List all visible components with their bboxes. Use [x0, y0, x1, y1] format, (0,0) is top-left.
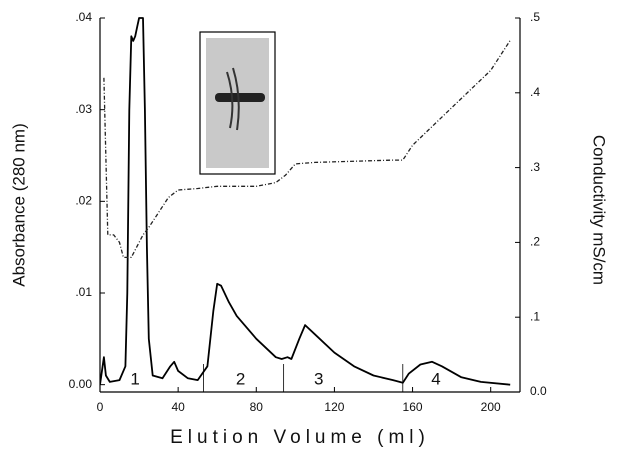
x-tick-label: 120 — [324, 400, 344, 414]
y-tick-label: .01 — [75, 285, 92, 299]
data-line — [103, 40, 511, 259]
y2-tick-label: .3 — [530, 160, 540, 174]
fraction-label: 3 — [314, 369, 323, 388]
y-tick-label: .03 — [75, 102, 92, 116]
fraction-label: 1 — [130, 369, 139, 388]
y-tick-label: .02 — [75, 194, 92, 208]
x-tick-label: 0 — [97, 400, 104, 414]
y2-tick-label: .5 — [530, 10, 540, 24]
y2-tick-label: .2 — [530, 235, 540, 249]
x-tick-label: 40 — [171, 400, 185, 414]
x-tick-label: 80 — [250, 400, 264, 414]
y2-tick-label: .1 — [530, 309, 540, 323]
data-line — [100, 17, 511, 386]
plot-area — [100, 17, 511, 386]
gel-inset — [199, 31, 276, 175]
y2-tick-label: 0.0 — [530, 384, 547, 398]
fraction-label: 4 — [431, 369, 440, 388]
y-axis-title: Absorbance (280 nm) — [9, 123, 28, 286]
y2-tick-label: .4 — [530, 85, 540, 99]
fraction-label: 2 — [236, 369, 245, 388]
y-tick-label: .04 — [75, 10, 92, 24]
x-axis-title: Elution Volume (ml) — [170, 427, 430, 448]
x-tick-label: 160 — [403, 400, 423, 414]
x-tick-label: 200 — [481, 400, 501, 414]
y2-axis-title: Conductivity mS/cm — [590, 135, 609, 285]
y-tick-label: 0.00 — [69, 377, 93, 391]
